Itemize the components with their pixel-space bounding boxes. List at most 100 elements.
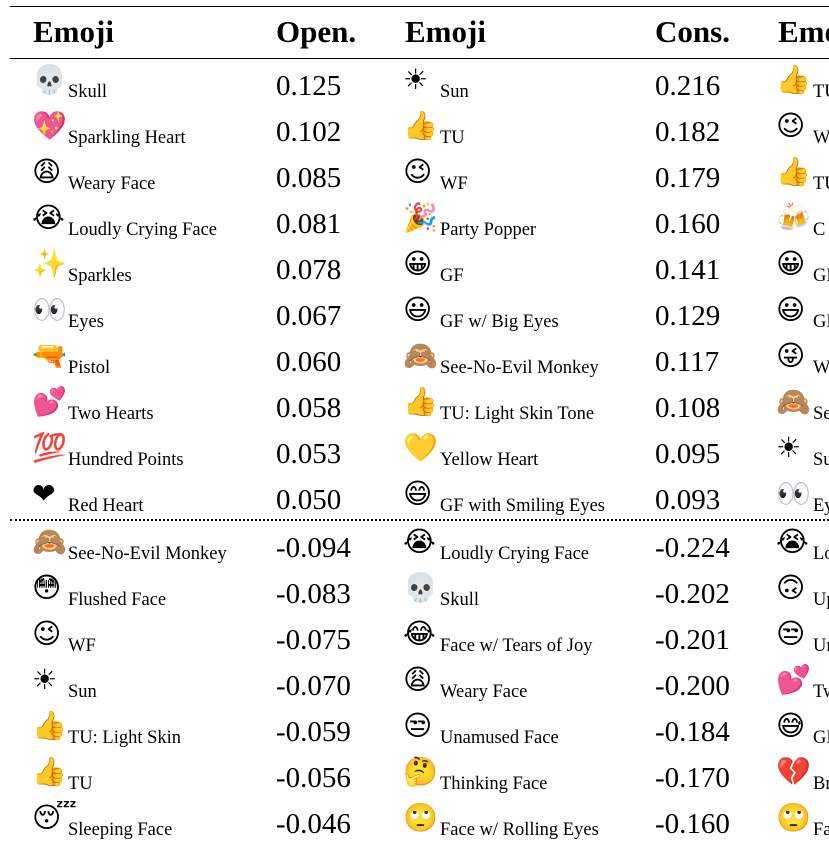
thumbs-up-icon: 👍 <box>32 755 67 788</box>
emoji-label: TU: Light Skin Tone <box>440 404 595 424</box>
correlation-value: -0.083 <box>276 578 351 610</box>
loudly-crying-face-icon: 😭 <box>403 525 436 558</box>
correlation-value: 0.053 <box>276 438 342 470</box>
correlation-value: -0.200 <box>655 670 730 702</box>
emoji-label: See-No-Evil Monkey <box>440 358 599 378</box>
red-heart-icon: ❤ <box>32 477 56 510</box>
weary-face-icon: 😩 <box>403 663 433 696</box>
correlation-value: -0.070 <box>276 670 351 702</box>
skull-icon: 💀 <box>32 63 67 96</box>
see-no-evil-monkey-icon: 🙈 <box>403 339 438 372</box>
correlation-value: -0.094 <box>276 532 351 564</box>
winking-face-tongue-icon: 😜 <box>776 339 806 372</box>
emoji-label: Party Popper <box>440 220 537 240</box>
correlation-value: 0.216 <box>655 70 721 102</box>
correlation-value: 0.050 <box>276 484 342 516</box>
table-header-rule <box>10 58 829 59</box>
emoji-label: Lo <box>813 544 829 564</box>
correlation-value: 0.125 <box>276 70 342 102</box>
grinning-face-icon: 😀 <box>403 247 433 280</box>
eyes-icon: 👀 <box>776 477 811 510</box>
thumbs-up-light-skin-icon: 👍 <box>32 709 67 742</box>
emoji-label: TU <box>68 774 93 794</box>
emoji-label: WF <box>68 636 96 656</box>
party-popper-icon: 🎉 <box>403 201 438 234</box>
two-hearts-icon: 💕 <box>32 385 67 418</box>
two-hearts-icon: 💕 <box>776 663 811 696</box>
emoji-label: Loudly Crying Face <box>440 544 590 564</box>
skull-icon: 💀 <box>403 571 438 604</box>
flushed-face-icon: 😳 <box>32 571 62 604</box>
correlation-value: 0.085 <box>276 162 342 194</box>
correlation-value: -0.160 <box>655 808 730 840</box>
correlation-value: -0.184 <box>655 716 730 748</box>
hundred-points-icon: 💯 <box>32 431 67 464</box>
correlation-value: 0.093 <box>655 484 721 516</box>
emoji-label: Up <box>813 590 829 610</box>
correlation-value: -0.170 <box>655 762 730 794</box>
grinning-face-sweat-icon: 😅 <box>776 709 806 742</box>
correlation-value: -0.059 <box>276 716 351 748</box>
emoji-label: Sparkles <box>68 266 132 286</box>
correlation-value: 0.108 <box>655 392 721 424</box>
loudly-crying-face-icon: 😭 <box>776 525 809 558</box>
emoji-label: Unamused Face <box>440 728 559 748</box>
table-top-rule <box>10 6 829 7</box>
sparkles-icon: ✨ <box>32 247 67 280</box>
correlation-value: 0.160 <box>655 208 721 240</box>
emoji-label: Loudly Crying Face <box>68 220 218 240</box>
emoji-label: Yellow Heart <box>440 450 539 470</box>
emoji-label: Weary Face <box>68 174 156 194</box>
winking-face-icon: 😉 <box>32 617 62 650</box>
upside-down-face-icon: 🙃 <box>776 571 806 604</box>
emoji-label: TU <box>813 82 829 102</box>
sun-icon: ☀ <box>32 663 58 696</box>
correlation-value: -0.056 <box>276 762 351 794</box>
emoji-label: C <box>813 220 826 240</box>
emoji-label: Pistol <box>68 358 111 378</box>
emoji-label: See-No-Evil Monkey <box>68 544 227 564</box>
emoji-label: WF <box>440 174 468 194</box>
emoji-label: Tw <box>813 682 829 702</box>
emoji-label: W <box>813 128 829 148</box>
emoji-label: Weary Face <box>440 682 528 702</box>
unamused-face-icon: 😒 <box>403 709 433 742</box>
thinking-face-icon: 🤔 <box>403 755 438 788</box>
correlation-value: 0.067 <box>276 300 342 332</box>
emoji-label: Skull <box>440 590 480 610</box>
correlation-value: 0.078 <box>276 254 342 286</box>
emoji-label: Two Hearts <box>68 404 154 424</box>
emoji-label: Se <box>813 404 829 424</box>
correlation-value: -0.046 <box>276 808 351 840</box>
col3-emoji-header: Emoji <box>778 14 829 49</box>
correlation-value: -0.075 <box>276 624 351 656</box>
grinning-face-icon: 😀 <box>776 247 806 280</box>
broken-heart-icon: 💔 <box>776 755 811 788</box>
positive-negative-divider <box>10 519 829 521</box>
thumbs-up-icon: 👍 <box>403 109 438 142</box>
correlation-value: -0.202 <box>655 578 730 610</box>
emoji-label: Face w/ Rolling Eyes <box>440 820 599 840</box>
loudly-crying-face-icon: 😭 <box>32 201 65 234</box>
pistol-icon: 🔫 <box>32 339 67 372</box>
correlation-value: 0.095 <box>655 438 721 470</box>
correlation-value: 0.179 <box>655 162 721 194</box>
sun-icon: ☀ <box>403 63 429 96</box>
correlation-value: 0.141 <box>655 254 721 286</box>
emoji-label: Skull <box>68 82 108 102</box>
emoji-label: TU <box>440 128 465 148</box>
correlation-value: -0.201 <box>655 624 730 656</box>
emoji-label: GF <box>440 266 464 286</box>
correlation-value: 0.129 <box>655 300 721 332</box>
correlation-value: 0.058 <box>276 392 342 424</box>
emoji-label: GF w/ Big Eyes <box>440 312 559 332</box>
correlation-value: 0.102 <box>276 116 342 148</box>
correlation-value: 0.081 <box>276 208 342 240</box>
emoji-label: Eyes <box>68 312 104 332</box>
emoji-label: Thinking Face <box>440 774 548 794</box>
eyes-icon: 👀 <box>32 293 67 326</box>
correlation-value: -0.224 <box>655 532 730 564</box>
emoji-label: TU: Light Skin <box>68 728 182 748</box>
emoji-label: GF <box>813 312 829 332</box>
emoji-label: Face w/ Tears of Joy <box>440 636 593 656</box>
